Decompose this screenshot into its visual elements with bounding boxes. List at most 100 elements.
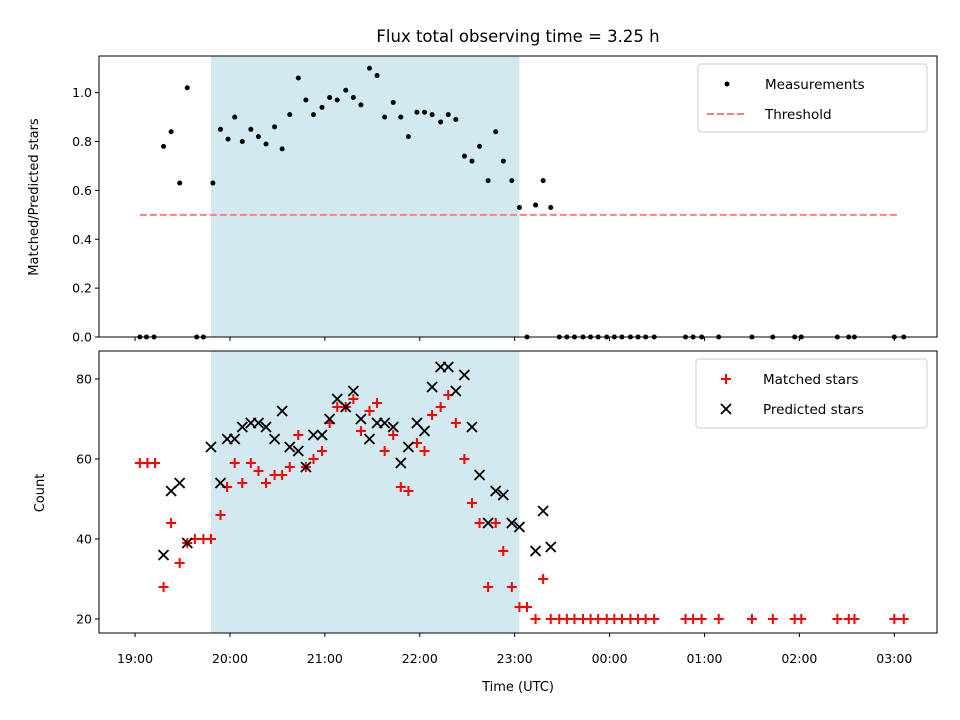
y-tick-label: 40 bbox=[76, 532, 92, 547]
matched-star-point bbox=[379, 446, 390, 456]
measurement-point bbox=[217, 126, 223, 132]
predicted-star-point bbox=[236, 421, 248, 433]
matched-star-point bbox=[435, 402, 446, 412]
top-shaded-interval bbox=[210, 56, 520, 337]
predicted-star-point bbox=[316, 429, 328, 441]
matched-star-point bbox=[372, 398, 383, 408]
y-tick-label: 20 bbox=[76, 612, 92, 627]
x-tick-label: 00:00 bbox=[592, 651, 628, 666]
measurement-point bbox=[279, 146, 285, 152]
y-tick-label: 60 bbox=[76, 452, 92, 467]
measurement-point bbox=[422, 109, 428, 115]
x-tick-label: 03:00 bbox=[876, 651, 912, 666]
measurement-point bbox=[366, 65, 372, 71]
predicted-star-point bbox=[482, 517, 494, 529]
matched-star-point bbox=[332, 402, 343, 412]
predicted-star-point bbox=[466, 421, 478, 433]
matched-star-point bbox=[522, 602, 533, 612]
bottom-x-axis: 19:00 20:00 21:00 22:00 23:00 00:00 01:00 02:00… bbox=[117, 633, 912, 666]
matched-star-point bbox=[530, 614, 541, 624]
predicted-star-point bbox=[157, 549, 170, 561]
y-tick-label: 80 bbox=[76, 372, 92, 387]
matched-star-point bbox=[317, 446, 328, 456]
matched-star-point bbox=[490, 518, 501, 528]
bottom-panel: 20 40 60 80 19:00 20:00 21:00 22:00 23:00 00:00 0… bbox=[33, 350, 938, 695]
matched-star-point bbox=[832, 614, 843, 624]
measurement-point bbox=[429, 112, 435, 118]
predicted-star-point bbox=[545, 541, 557, 553]
legend-threshold-label: Threshold bbox=[764, 107, 832, 123]
matched-star-point bbox=[277, 470, 288, 480]
chart-title: Flux total observing time = 3.25 h bbox=[376, 27, 659, 46]
predicted-star-point bbox=[300, 461, 312, 473]
y-tick-label: 0.4 bbox=[72, 232, 92, 247]
matched-star-point bbox=[538, 574, 549, 584]
predicted-star-point bbox=[214, 477, 227, 489]
measurement-point bbox=[232, 114, 238, 120]
matched-star-point bbox=[474, 518, 485, 528]
bottom-legend-box bbox=[695, 358, 928, 429]
matched-star-point bbox=[174, 558, 185, 568]
top-legend: Measurements Threshold bbox=[697, 63, 928, 133]
matched-star-point bbox=[229, 458, 240, 468]
matched-star-point bbox=[293, 430, 304, 440]
predicted-star-point bbox=[252, 417, 265, 429]
predicted-star-point bbox=[458, 369, 471, 381]
predicted-star-point bbox=[395, 457, 407, 469]
matched-star-point bbox=[388, 430, 399, 440]
y-tick-label: 1.0 bbox=[72, 85, 92, 100]
predicted-star-point bbox=[473, 469, 486, 481]
legend-predicted-marker bbox=[720, 403, 732, 415]
measurement-point bbox=[533, 202, 539, 208]
predicted-star-point bbox=[284, 441, 296, 453]
measurement-point bbox=[184, 85, 190, 91]
predicted-star-point bbox=[537, 505, 549, 517]
measurement-point bbox=[438, 119, 444, 125]
matched-star-point bbox=[498, 546, 509, 556]
legend-predicted-label: Predicted stars bbox=[763, 402, 864, 418]
top-legend-box bbox=[697, 63, 928, 133]
matched-star-point bbox=[767, 614, 778, 624]
predicted-star-point bbox=[379, 417, 391, 429]
legend-measurements-marker bbox=[724, 81, 730, 87]
matched-star-point bbox=[898, 614, 909, 624]
x-tick-label: 19:00 bbox=[117, 651, 153, 666]
matched-star-point bbox=[348, 394, 359, 404]
matched-star-point bbox=[889, 614, 900, 624]
predicted-star-point bbox=[426, 381, 438, 393]
top-y-axis: 0.0 0.2 0.4 0.6 0.8 1.0 bbox=[72, 85, 99, 345]
bottom-axes-frame bbox=[98, 350, 938, 634]
predicted-star-point bbox=[323, 413, 336, 425]
matched-star-point bbox=[419, 446, 430, 456]
measurement-point bbox=[295, 75, 301, 81]
predicted-star-point bbox=[307, 429, 320, 441]
matched-star-point bbox=[569, 614, 580, 624]
measurement-point bbox=[509, 178, 515, 184]
bottom-legend: Matched stars Predicted stars bbox=[695, 358, 928, 429]
matched-star-point bbox=[713, 614, 724, 624]
predicted-star-point bbox=[181, 537, 193, 549]
legend-matched-label: Matched stars bbox=[763, 372, 859, 388]
predicted-star-point bbox=[442, 361, 454, 373]
predicted-star-point bbox=[174, 477, 186, 489]
measurement-point bbox=[350, 95, 356, 101]
predicted-star-point bbox=[450, 385, 462, 397]
matched-star-point bbox=[403, 486, 414, 496]
measurement-point bbox=[461, 153, 467, 159]
matched-star-point bbox=[506, 582, 517, 592]
measurement-point bbox=[177, 180, 183, 186]
bottom-y-axis: 20 40 60 80 bbox=[76, 372, 99, 627]
measurement-point bbox=[469, 158, 475, 164]
y-tick-label: 0.6 bbox=[72, 183, 92, 198]
measurement-point bbox=[500, 158, 506, 164]
predicted-star-point bbox=[355, 413, 367, 425]
measurement-point bbox=[405, 134, 411, 140]
top-y-axis-label: Matched/Predicted stars bbox=[27, 118, 42, 276]
top-x-axis bbox=[134, 337, 895, 341]
matched-star-point bbox=[395, 482, 406, 492]
predicted-star-point bbox=[340, 401, 352, 413]
top-axes-frame bbox=[98, 55, 938, 338]
measurement-point bbox=[319, 104, 325, 110]
measurement-point bbox=[540, 178, 546, 184]
